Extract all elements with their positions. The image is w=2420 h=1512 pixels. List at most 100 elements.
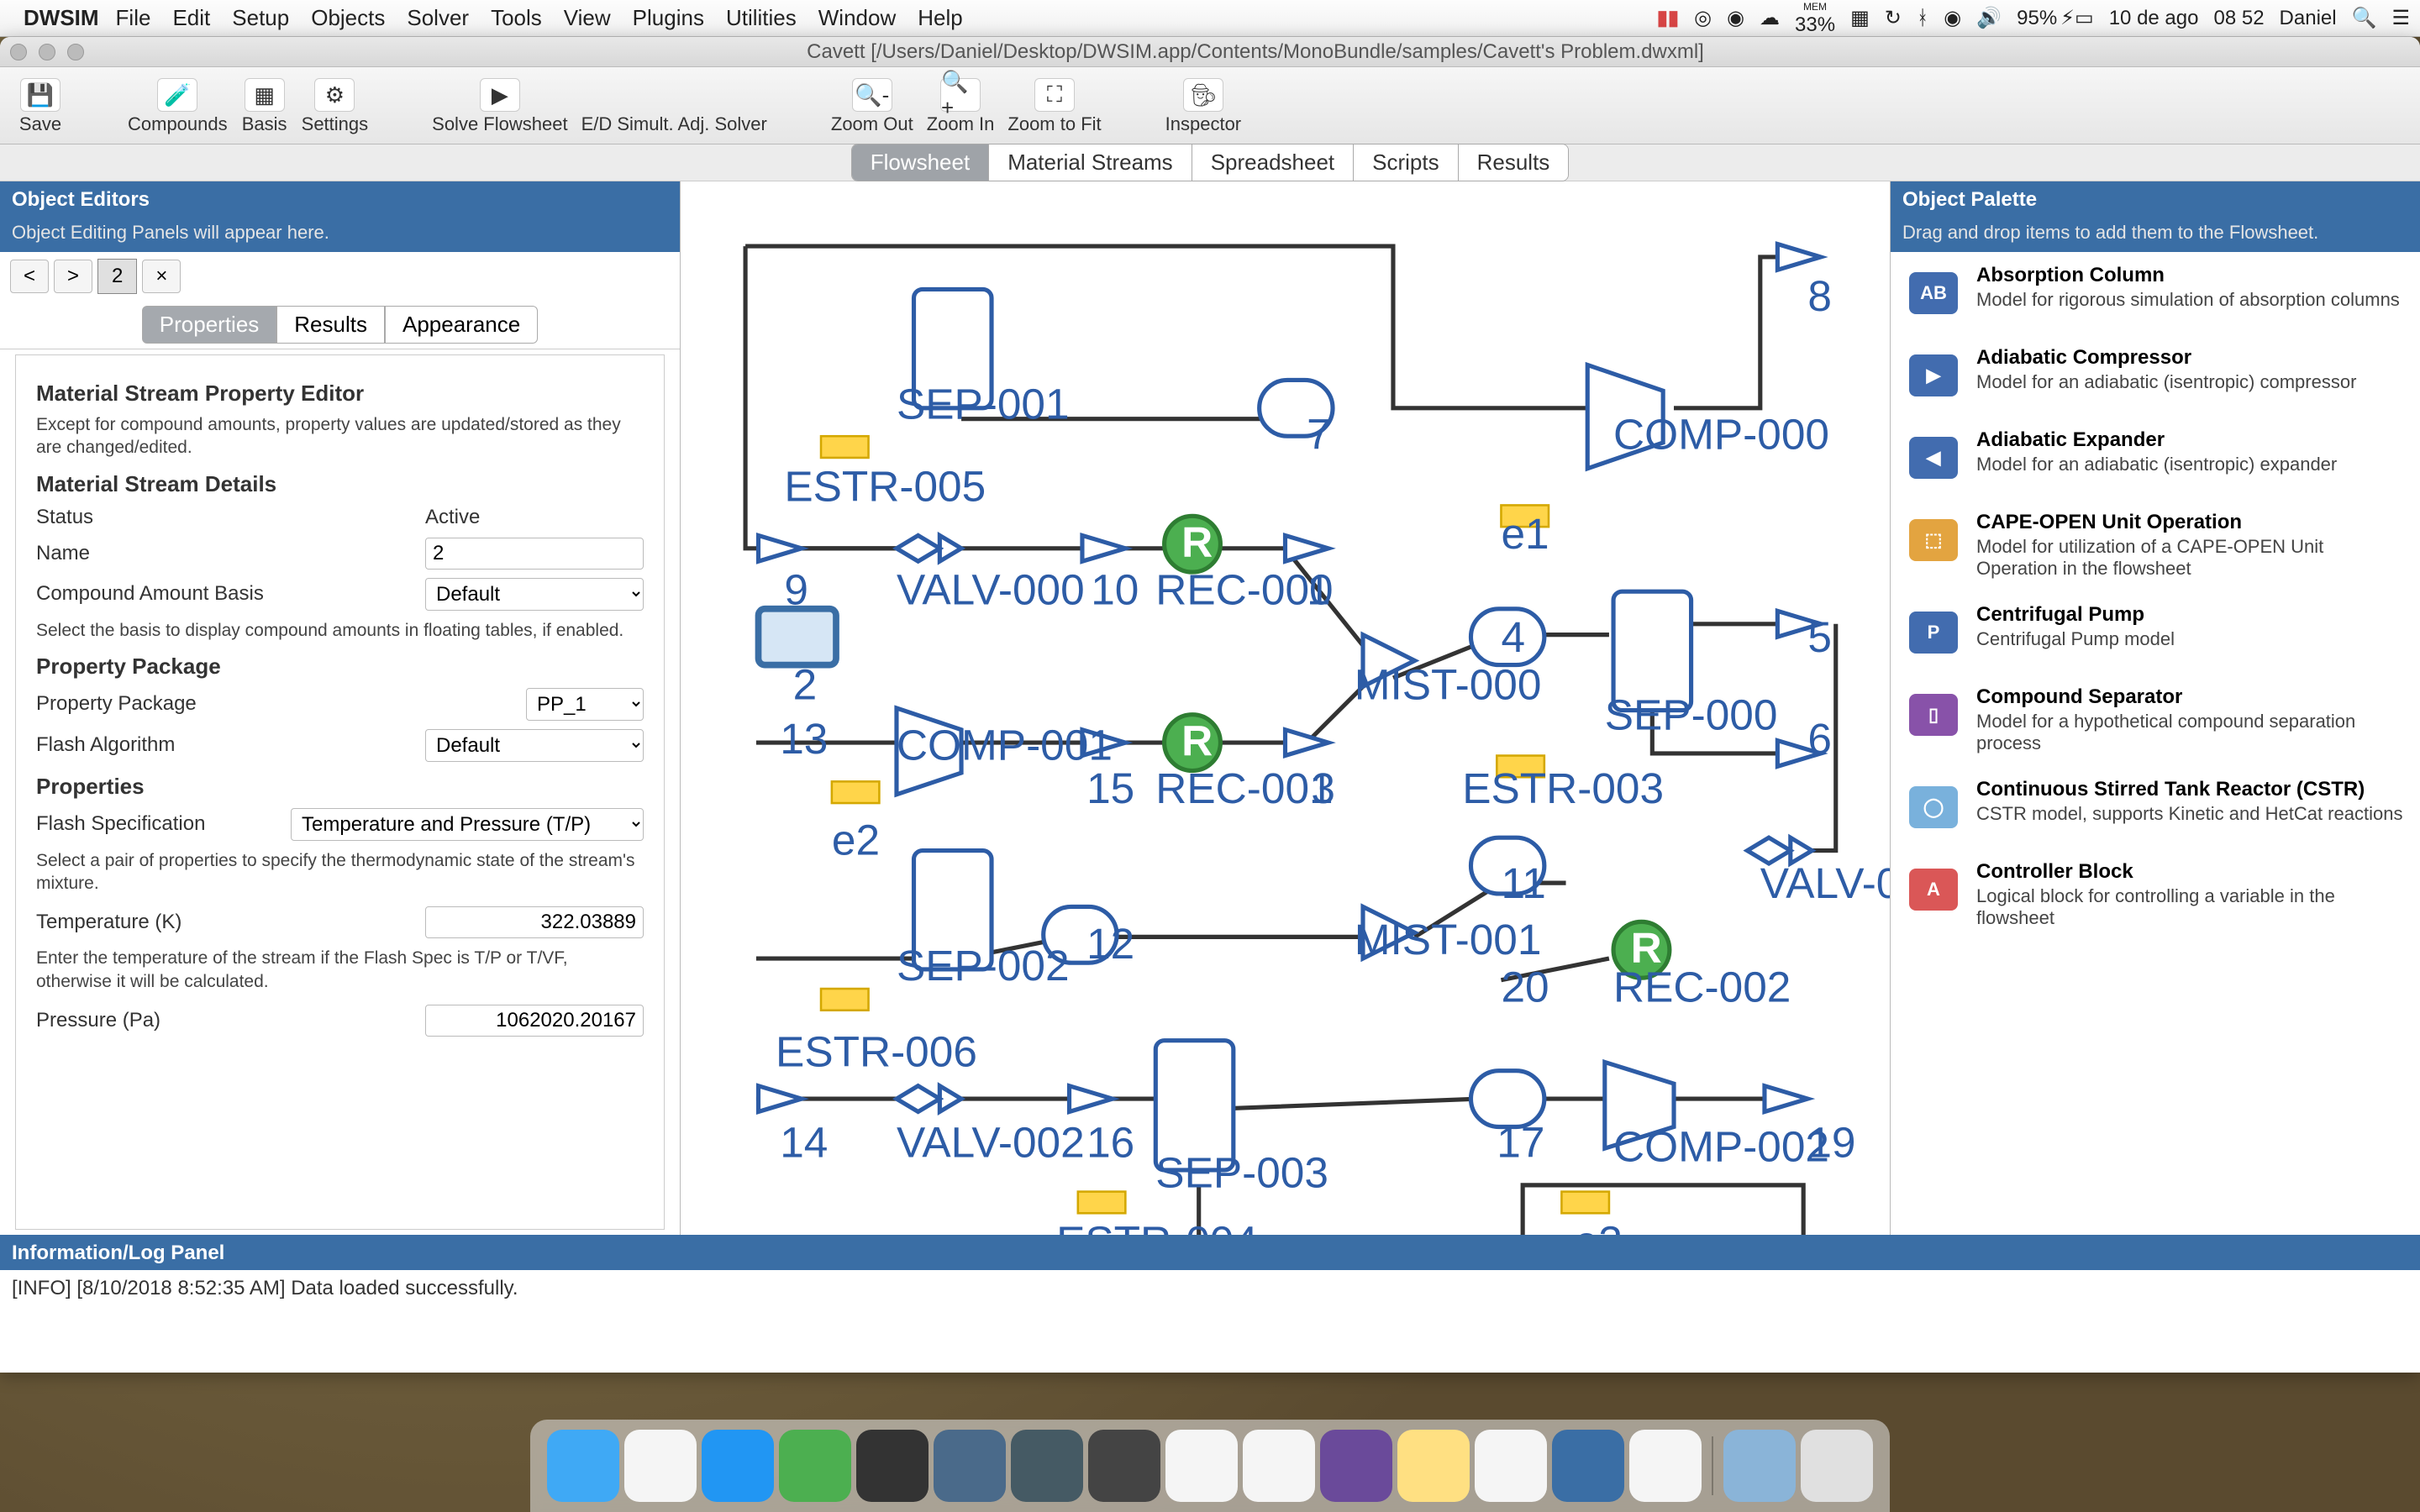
close-tab-button[interactable]: ×	[142, 260, 181, 293]
dock-app2-icon[interactable]	[1088, 1430, 1160, 1502]
menu-view[interactable]: View	[564, 5, 611, 31]
dock-parallels-icon[interactable]	[1629, 1430, 1702, 1502]
status-icon-1[interactable]: ◎	[1694, 6, 1712, 30]
dock-app1-icon[interactable]	[934, 1430, 1006, 1502]
settings-button[interactable]: ⚙︎Settings	[295, 75, 376, 139]
palette-item[interactable]: ◯ Continuous Stirred Tank Reactor (CSTR)…	[1891, 766, 2420, 848]
zoom-out-icon: 🔍-	[852, 78, 892, 112]
compounds-button[interactable]: 🧪Compounds	[121, 75, 234, 139]
dock-folder-icon[interactable]	[1723, 1430, 1796, 1502]
dock-finder-icon[interactable]	[547, 1430, 619, 1502]
zoom-in-icon: 🔍+	[940, 78, 981, 112]
dock-stocks-icon[interactable]	[1552, 1430, 1624, 1502]
flowsheet-canvas[interactable]: R R	[681, 181, 1891, 1235]
ed-solver-button[interactable]: E/D Simult. Adj. Solver	[575, 110, 774, 139]
palette-list: AB Absorption ColumnModel for rigorous s…	[1891, 252, 2420, 1235]
palette-desc: CSTR model, supports Kinetic and HetCat …	[1976, 803, 2402, 824]
mem-badge[interactable]: MEM33%	[1795, 2, 1835, 35]
user[interactable]: Daniel	[2280, 7, 2337, 30]
subtab-appearance[interactable]: Appearance	[385, 306, 538, 344]
notifications-icon[interactable]: ☰	[2391, 6, 2410, 30]
subtab-results[interactable]: Results	[276, 306, 385, 344]
menu-tools[interactable]: Tools	[491, 5, 542, 31]
status-icon-2[interactable]: ◉	[1727, 6, 1744, 30]
palette-item[interactable]: A Controller BlockLogical block for cont…	[1891, 848, 2420, 941]
name-field[interactable]	[425, 538, 644, 570]
tab-spreadsheet[interactable]: Spreadsheet	[1192, 144, 1354, 181]
zoom-out-button[interactable]: 🔍-Zoom Out	[824, 75, 920, 139]
menu-edit[interactable]: Edit	[172, 5, 210, 31]
flowsheet-label: 15	[1086, 764, 1134, 812]
nav-prev-button[interactable]: <	[10, 260, 49, 293]
palette-item[interactable]: P Centrifugal PumpCentrifugal Pump model	[1891, 591, 2420, 674]
basis-select[interactable]: Default	[425, 578, 644, 611]
basis-button[interactable]: ▦Basis	[234, 75, 295, 139]
spotlight-icon[interactable]: 🔍	[2352, 6, 2377, 30]
menu-plugins[interactable]: Plugins	[633, 5, 704, 31]
menu-help[interactable]: Help	[918, 5, 962, 31]
zoom-in-button[interactable]: 🔍+Zoom In	[920, 75, 1002, 139]
tab-results[interactable]: Results	[1459, 144, 1569, 181]
cloud-icon[interactable]: ☁︎	[1760, 6, 1780, 30]
flash-spec-select[interactable]: Temperature and Pressure (T/P)	[291, 808, 644, 841]
pause-icon[interactable]: ▮▮	[1657, 6, 1679, 30]
solve-button[interactable]: ▶Solve Flowsheet	[425, 75, 574, 139]
dock-photos-icon[interactable]	[624, 1430, 697, 1502]
status-icon-4[interactable]: ◉	[1944, 6, 1961, 30]
tab-scripts[interactable]: Scripts	[1354, 144, 1458, 181]
svg-text:⬚: ⬚	[1925, 529, 1943, 550]
palette-item[interactable]: ▶ Adiabatic CompressorModel for an adiab…	[1891, 334, 2420, 417]
play-icon: ▶	[480, 78, 520, 112]
palette-item[interactable]: ◀ Adiabatic ExpanderModel for an adiabat…	[1891, 417, 2420, 499]
save-button[interactable]: 💾Save	[10, 75, 71, 139]
dock-mail-icon[interactable]	[1475, 1430, 1547, 1502]
traffic-lights[interactable]	[10, 44, 84, 60]
dock[interactable]	[530, 1420, 1890, 1512]
tab-material-streams[interactable]: Material Streams	[989, 144, 1192, 181]
date[interactable]: 10 de ago	[2109, 7, 2199, 30]
dock-quicktime-icon[interactable]	[1011, 1430, 1083, 1502]
flash-alg-select[interactable]: Default	[425, 729, 644, 762]
inspector-button[interactable]: 🕵︎Inspector	[1159, 75, 1249, 139]
menu-window[interactable]: Window	[818, 5, 896, 31]
press-field[interactable]	[425, 1005, 644, 1037]
timemachine-icon[interactable]: ↻	[1885, 6, 1902, 30]
dock-appstore-icon[interactable]	[702, 1430, 774, 1502]
flowsheet-label: 11	[1501, 858, 1545, 907]
time[interactable]: 08 52	[2213, 7, 2264, 30]
dock-app3-icon[interactable]	[1243, 1430, 1315, 1502]
nav-next-button[interactable]: >	[54, 260, 92, 293]
pp-select[interactable]: PP_1	[526, 688, 644, 721]
menu-utilities[interactable]: Utilities	[726, 5, 797, 31]
menu-solver[interactable]: Solver	[407, 5, 469, 31]
menu-setup[interactable]: Setup	[232, 5, 289, 31]
menu-objects[interactable]: Objects	[311, 5, 385, 31]
temp-field[interactable]	[425, 906, 644, 938]
status-icon-3[interactable]: ▦	[1850, 6, 1870, 30]
bluetooth-icon[interactable]: ᚼ	[1917, 7, 1928, 30]
dock-dwsim-run-icon[interactable]	[779, 1430, 851, 1502]
dock-vscode-icon[interactable]	[1320, 1430, 1392, 1502]
volume-icon[interactable]: 🔊	[1976, 6, 2002, 30]
editor-h3: Property Package	[36, 654, 644, 680]
palette-item[interactable]: ⬚ CAPE-OPEN Unit OperationModel for util…	[1891, 499, 2420, 591]
app-name[interactable]: DWSIM	[24, 5, 99, 31]
main: Object Editors Object Editing Panels wil…	[0, 181, 2420, 1235]
flowsheet-svg[interactable]: R R	[681, 181, 1890, 1235]
menu-file[interactable]: File	[116, 5, 151, 31]
dock-terminal-icon[interactable]	[856, 1430, 929, 1502]
palette-item[interactable]: AB Absorption ColumnModel for rigorous s…	[1891, 252, 2420, 334]
flowsheet-label: 16	[1086, 1117, 1134, 1166]
dock-chrome-icon[interactable]	[1165, 1430, 1238, 1502]
tab-flowsheet[interactable]: Flowsheet	[852, 144, 990, 181]
dock-notes-icon[interactable]	[1397, 1430, 1470, 1502]
battery[interactable]: 95% ⚡︎▭	[2017, 6, 2094, 30]
palette-item[interactable]: ▯ Compound SeparatorModel for a hypothet…	[1891, 674, 2420, 766]
flowsheet-label: COMP-000	[1613, 410, 1829, 459]
palette-desc: Model for an adiabatic (isentropic) comp…	[1976, 371, 2356, 392]
dock-trash-icon[interactable]	[1801, 1430, 1873, 1502]
flash-spec-label: Flash Specification	[36, 812, 281, 836]
zoom-fit-button[interactable]: ⛶Zoom to Fit	[1001, 75, 1107, 139]
subtab-properties[interactable]: Properties	[142, 306, 277, 344]
editor-tab-chip[interactable]: 2	[97, 259, 137, 294]
